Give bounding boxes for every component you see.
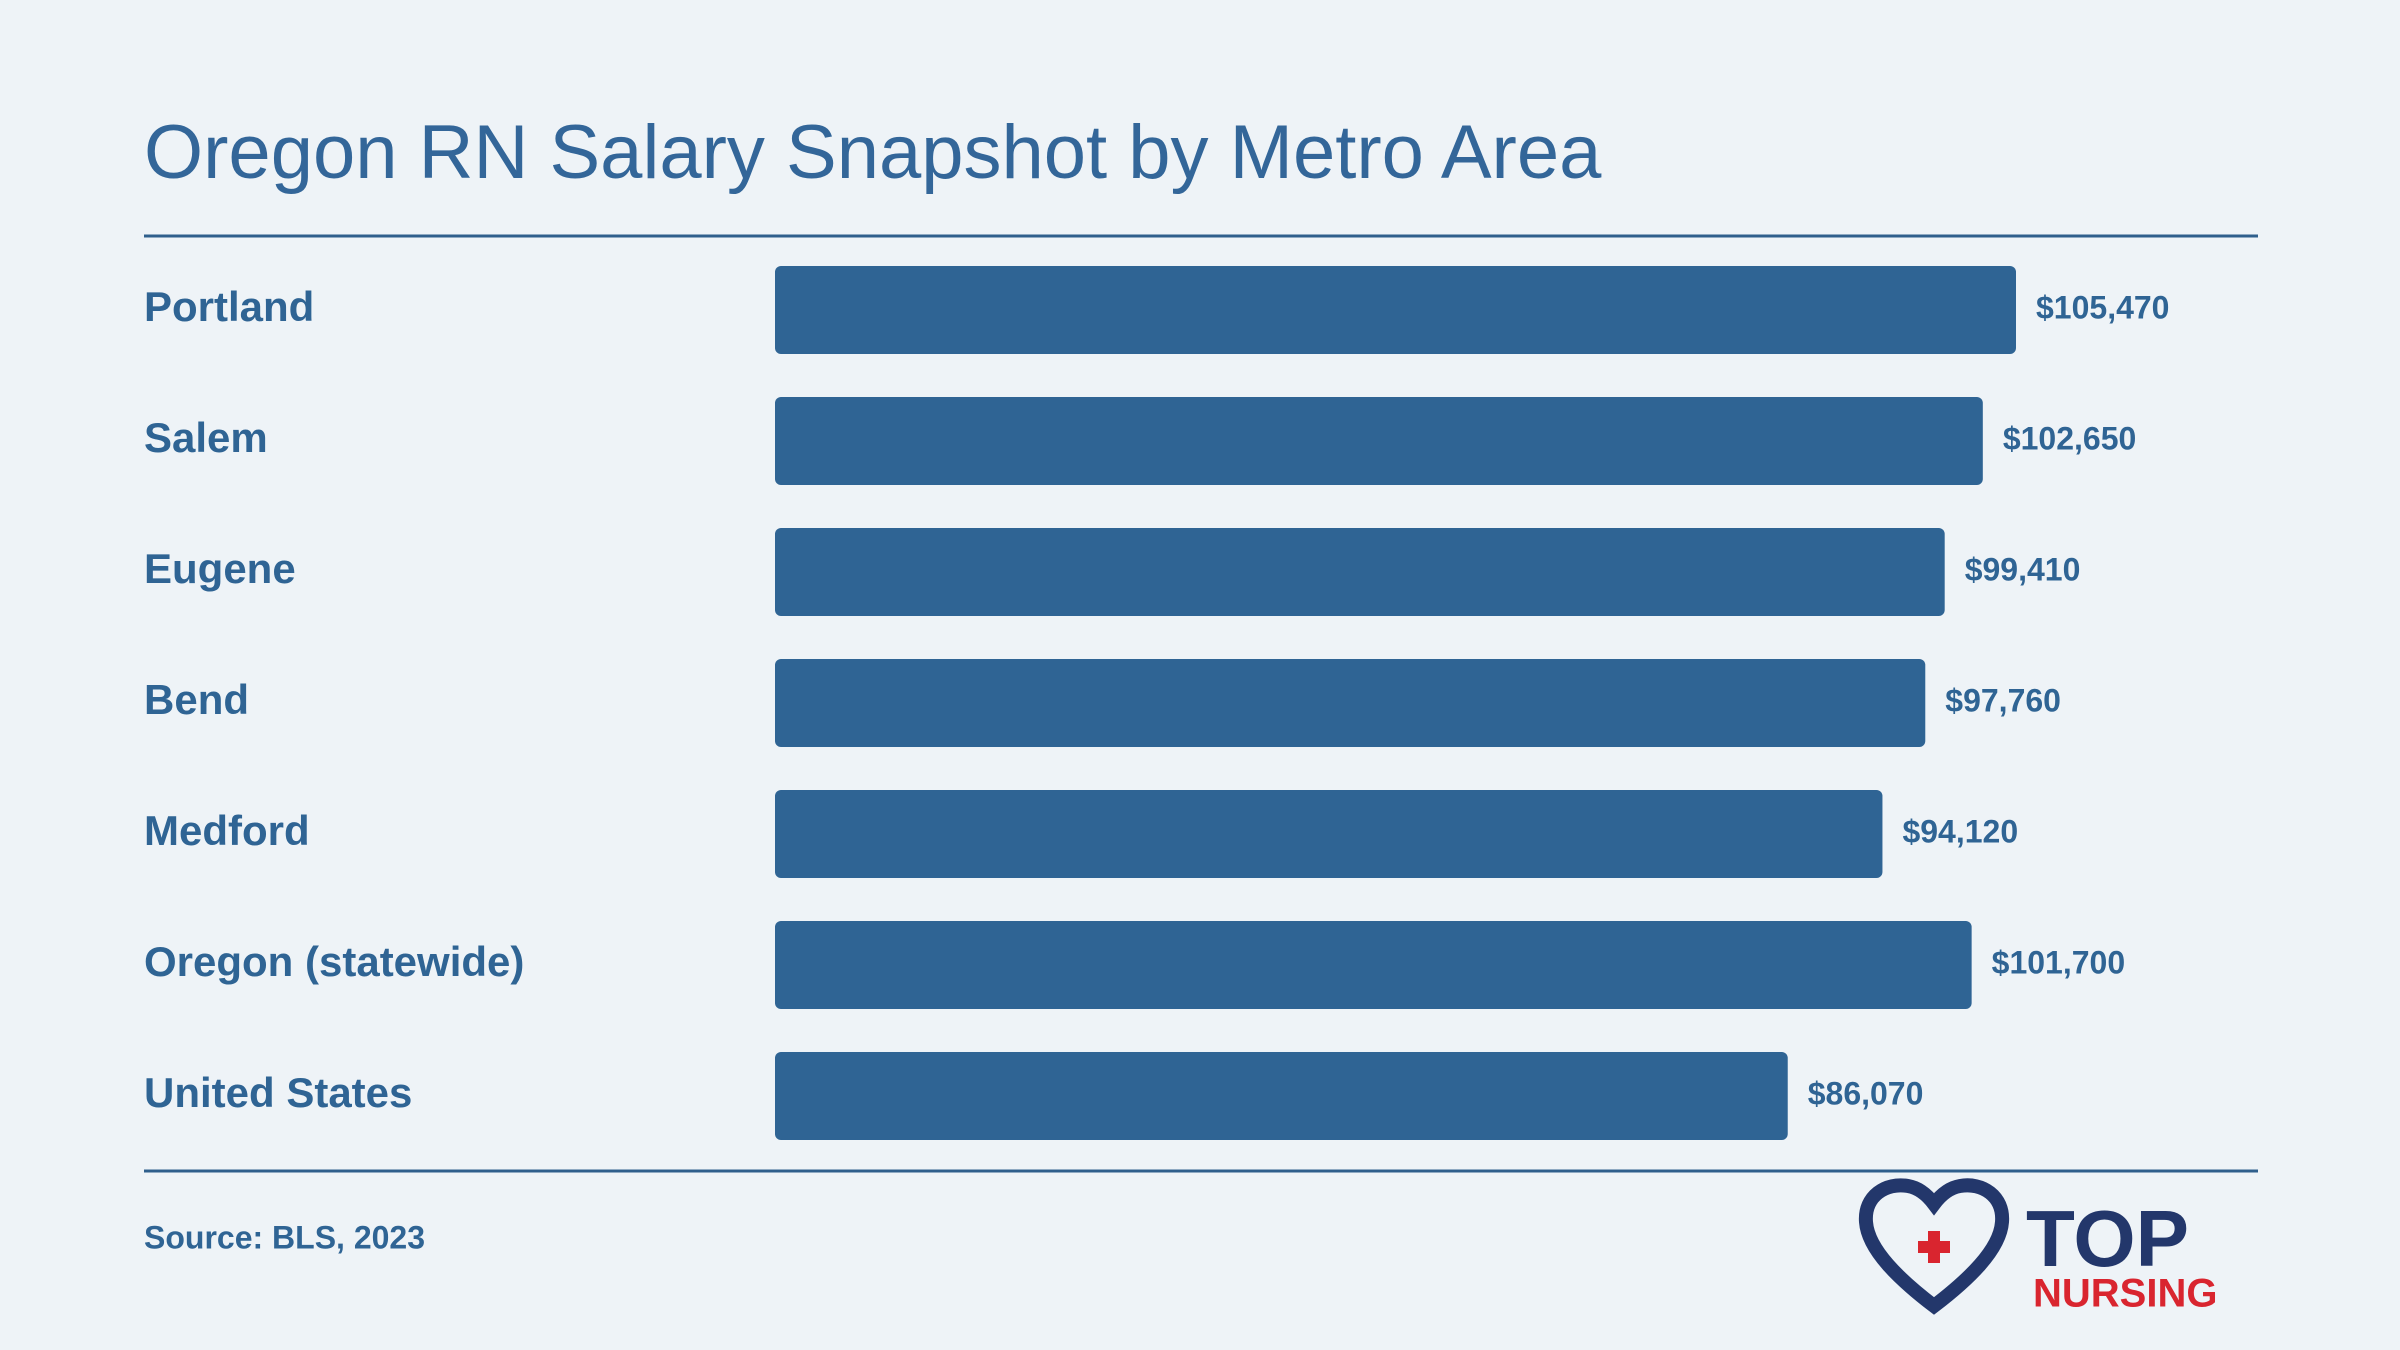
category-label: Bend bbox=[144, 676, 249, 723]
source-note: Source: BLS, 2023 bbox=[144, 1219, 425, 1255]
value-label: $97,760 bbox=[1945, 682, 2061, 718]
value-label: $99,410 bbox=[1965, 551, 2081, 587]
logo-heart bbox=[1858, 1178, 2010, 1315]
bar bbox=[775, 266, 2016, 354]
value-label: $86,070 bbox=[1808, 1075, 1924, 1111]
value-label: $94,120 bbox=[1902, 813, 2018, 849]
bar bbox=[775, 1052, 1788, 1140]
logo: TOP NURSING bbox=[1858, 1178, 2217, 1316]
category-label: Oregon (statewide) bbox=[144, 938, 524, 985]
logo-top: TOP bbox=[2026, 1194, 2189, 1283]
logo-bottom: NURSING bbox=[2033, 1272, 2217, 1316]
bar bbox=[775, 397, 1983, 485]
category-label: Medford bbox=[144, 807, 310, 854]
logo-cross bbox=[1928, 1231, 1940, 1263]
value-label: $105,470 bbox=[2036, 289, 2169, 325]
value-label: $101,700 bbox=[1992, 944, 2125, 980]
bar bbox=[775, 528, 1945, 616]
category-label: Salem bbox=[144, 414, 268, 461]
bar bbox=[775, 921, 1972, 1009]
value-label: $102,650 bbox=[2003, 420, 2136, 456]
bar bbox=[775, 790, 1883, 878]
bar bbox=[775, 659, 1926, 747]
category-label: Eugene bbox=[144, 545, 296, 592]
category-label: United States bbox=[144, 1069, 412, 1116]
chart-title: Oregon RN Salary Snapshot by Metro Area bbox=[144, 110, 1602, 195]
category-label: Portland bbox=[144, 283, 314, 330]
